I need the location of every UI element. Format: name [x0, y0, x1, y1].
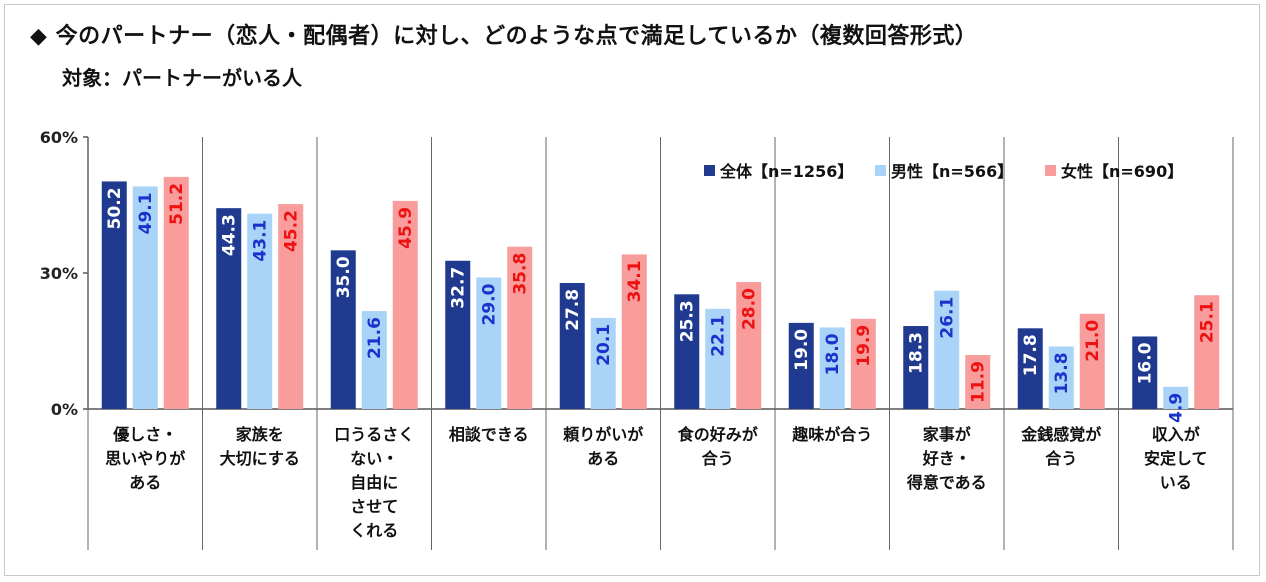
category-label: 相談できる: [449, 425, 529, 444]
category-label: 食の好みが: [677, 425, 758, 444]
category-label: させて: [350, 497, 398, 516]
bar: [216, 208, 242, 409]
data-label: 49.1: [136, 192, 156, 234]
category-label: 家族を: [236, 425, 284, 444]
bar: [559, 282, 585, 409]
bar: [934, 290, 960, 409]
data-label: 45.2: [282, 210, 302, 252]
bar: [736, 282, 762, 409]
data-label: 28.0: [740, 288, 760, 330]
bar: [361, 311, 387, 409]
data-label: 13.8: [1052, 352, 1072, 394]
data-label: 43.1: [251, 220, 271, 262]
bar: [476, 277, 502, 409]
data-label: 20.1: [594, 324, 614, 366]
data-label: 45.9: [396, 207, 416, 249]
bar: [1048, 346, 1074, 409]
data-label: 4.9: [1167, 393, 1187, 423]
category-label: 口うるさく: [334, 425, 414, 444]
bar: [590, 317, 616, 409]
bar: [788, 322, 814, 409]
legend-swatch: [875, 165, 886, 176]
data-label: 18.3: [907, 332, 927, 374]
category-label: ない・: [350, 449, 398, 468]
bar: [819, 327, 845, 409]
data-label: 21.0: [1083, 320, 1103, 362]
chart-subtitle: 対象：パートナーがいる人: [62, 66, 302, 90]
data-label: 18.0: [823, 333, 843, 375]
bar: [903, 326, 929, 409]
bar: [1132, 336, 1158, 409]
legend-label: 女性【n=690】: [1061, 162, 1183, 181]
data-label: 27.8: [563, 289, 583, 331]
category-label: 合う: [1045, 449, 1077, 468]
data-label: 29.0: [480, 283, 500, 325]
data-label: 51.2: [167, 183, 187, 225]
bar: [850, 318, 876, 409]
category-label: 思いやりが: [105, 449, 185, 468]
data-label: 35.8: [511, 253, 531, 295]
chart-title: ◆ 今のパートナー（恋人・配偶者）に対し、どのような点で満足しているか（複数回答…: [30, 24, 978, 49]
bar: [1163, 386, 1189, 409]
category-label: 自由に: [350, 473, 398, 492]
bar: [507, 246, 533, 409]
legend-label: 全体【n=1256】: [719, 162, 853, 181]
bar: [330, 250, 356, 409]
data-label: 11.9: [969, 361, 989, 403]
category-label: 合う: [702, 449, 734, 468]
category-label: 得意である: [906, 473, 987, 492]
category-label: 家事が: [923, 425, 971, 444]
data-label: 16.0: [1136, 342, 1156, 384]
bar: [278, 204, 304, 409]
data-label: 26.1: [938, 297, 958, 339]
category-label: 頼りがいが: [563, 425, 643, 444]
category-label: 金銭感覚が: [1020, 425, 1101, 444]
data-label: 21.6: [365, 317, 385, 359]
data-label: 19.9: [854, 325, 874, 367]
data-label: 32.7: [449, 267, 469, 309]
category-label: 安定して: [1144, 449, 1208, 468]
legend-label: 男性【n=566】: [891, 162, 1013, 181]
category-label: 好き・: [922, 449, 971, 468]
category-label: いる: [1160, 473, 1192, 492]
bar: [445, 260, 471, 409]
bar: [705, 308, 731, 409]
y-tick-label: 0%: [51, 400, 78, 419]
bar: [163, 176, 189, 409]
category-label: 趣味が合う: [791, 425, 872, 444]
data-label: 50.2: [105, 187, 125, 229]
bar: [101, 181, 127, 409]
bar: [1017, 328, 1043, 409]
data-label: 34.1: [625, 260, 645, 302]
category-label: ある: [587, 449, 619, 468]
data-label: 17.8: [1021, 334, 1041, 376]
bar: [1079, 313, 1105, 409]
data-label: 25.1: [1198, 301, 1218, 343]
bar: [674, 294, 700, 409]
category-label: 収入が: [1152, 425, 1200, 444]
legend-swatch: [704, 165, 715, 176]
data-label: 19.0: [792, 329, 812, 371]
bar: [132, 186, 158, 409]
bar: [392, 200, 418, 409]
data-label: 22.1: [709, 315, 729, 357]
data-label: 44.3: [220, 214, 240, 256]
data-label: 25.3: [678, 300, 698, 342]
category-label: くれる: [350, 521, 398, 540]
bar: [1194, 295, 1220, 409]
y-tick-label: 30%: [40, 264, 78, 283]
category-label: 優しさ・: [112, 425, 177, 444]
category-label: 大切にする: [220, 449, 300, 468]
bar: [621, 254, 647, 409]
legend-swatch: [1045, 165, 1056, 176]
y-tick-label: 60%: [40, 128, 78, 147]
data-label: 35.0: [334, 256, 354, 298]
category-label: ある: [129, 473, 161, 492]
bar: [247, 213, 273, 409]
bar: [965, 355, 991, 409]
